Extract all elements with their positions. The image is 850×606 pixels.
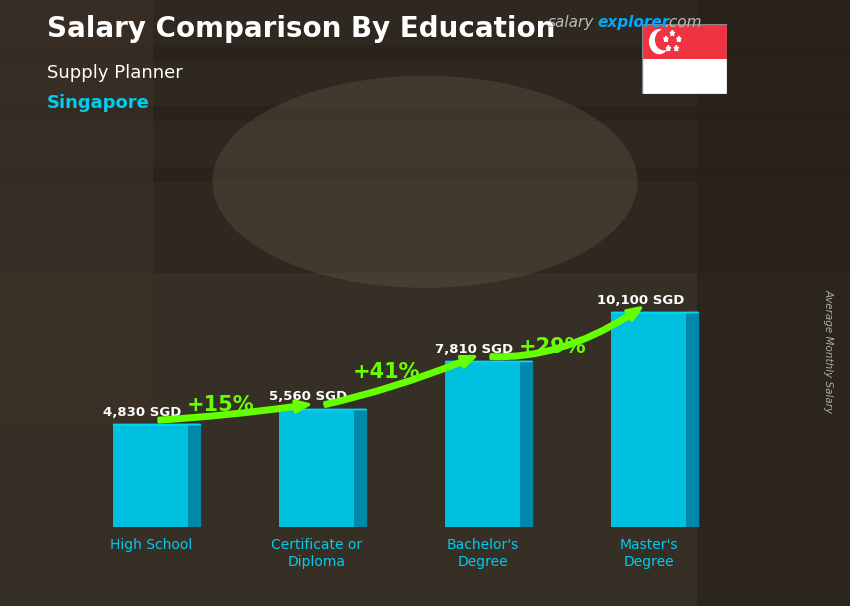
Circle shape bbox=[649, 30, 669, 53]
Polygon shape bbox=[677, 36, 681, 41]
Polygon shape bbox=[670, 30, 675, 36]
Polygon shape bbox=[664, 36, 668, 41]
Bar bbox=[445, 361, 520, 527]
Polygon shape bbox=[666, 45, 671, 51]
Bar bbox=[280, 409, 354, 527]
Text: +41%: +41% bbox=[353, 362, 420, 382]
Text: 5,560 SGD: 5,560 SGD bbox=[269, 390, 348, 404]
FancyArrowPatch shape bbox=[159, 401, 309, 422]
Text: Average Monthly Salary: Average Monthly Salary bbox=[824, 290, 834, 413]
Polygon shape bbox=[188, 424, 200, 527]
Bar bbox=[0, 0, 153, 424]
Polygon shape bbox=[520, 361, 532, 527]
Text: explorer: explorer bbox=[598, 15, 670, 30]
Text: Supply Planner: Supply Planner bbox=[47, 64, 183, 82]
Bar bbox=[0, 45, 850, 61]
FancyArrowPatch shape bbox=[491, 308, 641, 359]
Bar bbox=[611, 312, 686, 527]
Text: 7,810 SGD: 7,810 SGD bbox=[435, 342, 513, 356]
Bar bbox=[642, 24, 727, 59]
Text: +29%: +29% bbox=[518, 336, 586, 356]
Text: +15%: +15% bbox=[187, 395, 254, 415]
Polygon shape bbox=[686, 312, 698, 527]
Bar bbox=[642, 59, 727, 94]
Circle shape bbox=[655, 30, 672, 50]
Polygon shape bbox=[674, 45, 678, 51]
Bar bbox=[0, 273, 850, 606]
Text: .com: .com bbox=[664, 15, 701, 30]
Polygon shape bbox=[354, 409, 366, 527]
Bar bbox=[113, 424, 188, 527]
Bar bbox=[0, 0, 850, 273]
Text: Singapore: Singapore bbox=[47, 94, 150, 112]
Text: salary: salary bbox=[548, 15, 594, 30]
Bar bbox=[0, 167, 850, 182]
Text: 10,100 SGD: 10,100 SGD bbox=[597, 294, 684, 307]
Bar bbox=[0, 106, 850, 121]
FancyArrowPatch shape bbox=[325, 357, 474, 406]
Bar bbox=[697, 0, 850, 606]
Text: Salary Comparison By Education: Salary Comparison By Education bbox=[47, 15, 555, 43]
Text: 4,830 SGD: 4,830 SGD bbox=[104, 406, 182, 419]
Ellipse shape bbox=[212, 76, 638, 288]
